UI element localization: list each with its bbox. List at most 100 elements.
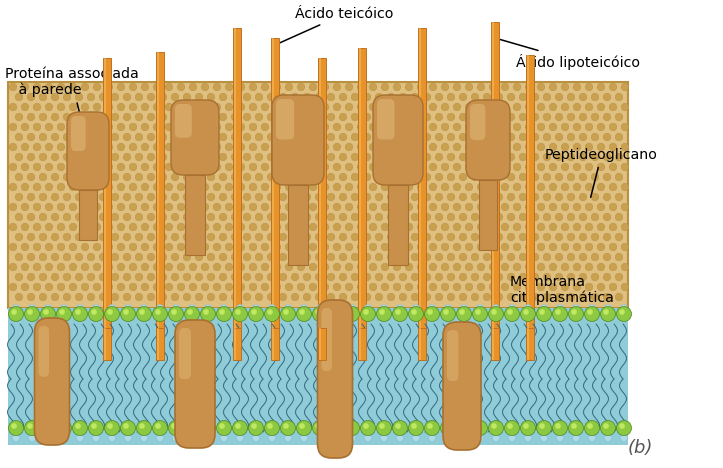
Circle shape	[9, 163, 17, 171]
Circle shape	[111, 233, 119, 241]
Circle shape	[243, 213, 251, 221]
Circle shape	[501, 263, 509, 271]
Circle shape	[165, 183, 173, 191]
Circle shape	[555, 423, 561, 429]
Bar	[492, 22, 495, 330]
Circle shape	[141, 283, 149, 291]
Circle shape	[117, 243, 125, 251]
Circle shape	[183, 273, 191, 281]
Circle shape	[268, 305, 275, 312]
Circle shape	[361, 307, 375, 322]
Circle shape	[508, 273, 515, 281]
Circle shape	[453, 163, 461, 171]
Circle shape	[168, 421, 184, 436]
Circle shape	[621, 283, 629, 291]
Circle shape	[379, 309, 385, 315]
Circle shape	[297, 283, 305, 291]
Circle shape	[435, 273, 442, 281]
Circle shape	[93, 123, 100, 131]
Circle shape	[273, 123, 281, 131]
Circle shape	[219, 423, 225, 429]
Text: Peptideoglicano: Peptideoglicano	[545, 148, 658, 197]
Circle shape	[351, 293, 359, 301]
Circle shape	[555, 273, 562, 281]
Circle shape	[21, 183, 29, 191]
Circle shape	[531, 253, 539, 261]
Circle shape	[508, 113, 515, 121]
Circle shape	[268, 293, 275, 301]
Circle shape	[129, 143, 137, 151]
Circle shape	[201, 123, 209, 131]
Circle shape	[393, 83, 401, 91]
Circle shape	[177, 223, 185, 231]
Circle shape	[303, 113, 311, 121]
Circle shape	[63, 233, 71, 241]
Circle shape	[237, 123, 245, 131]
Circle shape	[141, 143, 149, 151]
Circle shape	[63, 113, 71, 121]
Circle shape	[171, 93, 179, 101]
Circle shape	[106, 243, 113, 251]
Circle shape	[99, 293, 107, 301]
Circle shape	[483, 153, 491, 161]
Bar	[103, 328, 111, 360]
Circle shape	[141, 183, 149, 191]
Circle shape	[297, 123, 305, 131]
Circle shape	[345, 163, 353, 171]
Circle shape	[537, 223, 545, 231]
Circle shape	[473, 421, 487, 436]
Circle shape	[345, 183, 353, 191]
Circle shape	[441, 243, 449, 251]
Circle shape	[459, 113, 467, 121]
Circle shape	[328, 253, 335, 261]
Circle shape	[351, 193, 359, 201]
Circle shape	[435, 233, 442, 241]
Circle shape	[405, 283, 413, 291]
Circle shape	[561, 83, 569, 91]
Circle shape	[27, 113, 35, 121]
Circle shape	[147, 213, 155, 221]
Circle shape	[536, 421, 552, 436]
Circle shape	[208, 213, 215, 221]
Circle shape	[273, 183, 281, 191]
Circle shape	[477, 103, 485, 111]
Circle shape	[69, 203, 77, 211]
Circle shape	[81, 283, 89, 291]
Circle shape	[261, 123, 269, 131]
Circle shape	[448, 233, 455, 241]
Circle shape	[363, 173, 371, 181]
Circle shape	[513, 103, 521, 111]
Circle shape	[315, 213, 322, 221]
Circle shape	[424, 307, 440, 322]
Circle shape	[12, 434, 20, 441]
Circle shape	[489, 183, 497, 191]
Circle shape	[123, 293, 131, 301]
Circle shape	[165, 163, 173, 171]
Circle shape	[388, 293, 395, 301]
Circle shape	[568, 421, 583, 436]
Circle shape	[33, 263, 40, 271]
Circle shape	[477, 243, 485, 251]
Circle shape	[423, 293, 431, 301]
Circle shape	[15, 293, 23, 301]
Circle shape	[43, 309, 49, 315]
Circle shape	[117, 283, 125, 291]
Circle shape	[519, 293, 527, 301]
Circle shape	[448, 293, 455, 301]
Circle shape	[357, 263, 365, 271]
Circle shape	[87, 153, 95, 161]
Circle shape	[568, 253, 575, 261]
Circle shape	[477, 223, 485, 231]
Circle shape	[243, 293, 251, 301]
Circle shape	[63, 253, 71, 261]
Circle shape	[531, 233, 539, 241]
Circle shape	[201, 243, 209, 251]
Circle shape	[285, 163, 293, 171]
Circle shape	[333, 163, 341, 171]
Circle shape	[51, 293, 59, 301]
Circle shape	[25, 421, 40, 436]
Circle shape	[393, 223, 401, 231]
Circle shape	[213, 283, 221, 291]
Bar	[527, 328, 529, 360]
Bar	[358, 328, 366, 360]
